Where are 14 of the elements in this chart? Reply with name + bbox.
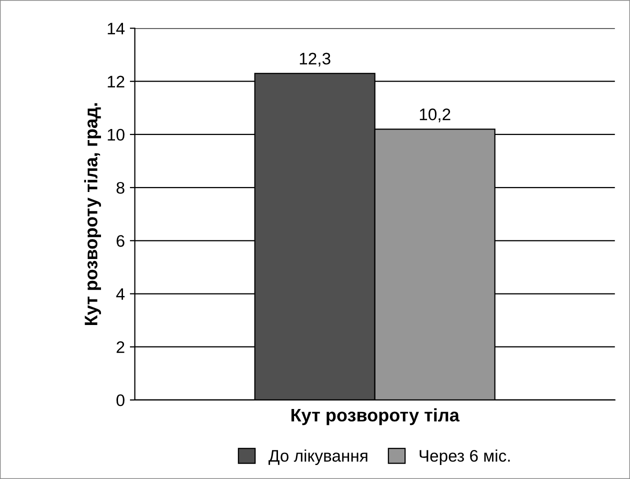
y-tick-label: 0	[116, 394, 124, 406]
legend-label: До лікування	[268, 450, 368, 466]
y-tick-label: 8	[116, 182, 124, 194]
y-tick-label: 6	[116, 235, 124, 247]
y-tick-label: 2	[116, 341, 124, 353]
data-label: 10,2	[420, 108, 450, 122]
y-axis-title: Кут розвороту тіла, град.	[84, 103, 102, 326]
y-tick-label: 12	[108, 76, 124, 88]
x-tick-label: Кут розвороту тіла	[291, 408, 460, 426]
data-label: 12,3	[300, 52, 330, 67]
legend-label: Через 6 міс.	[420, 450, 510, 466]
y-tick-label: 14	[108, 22, 125, 34]
y-tick-label: 4	[116, 288, 125, 300]
y-tick-label: 10	[108, 128, 124, 141]
